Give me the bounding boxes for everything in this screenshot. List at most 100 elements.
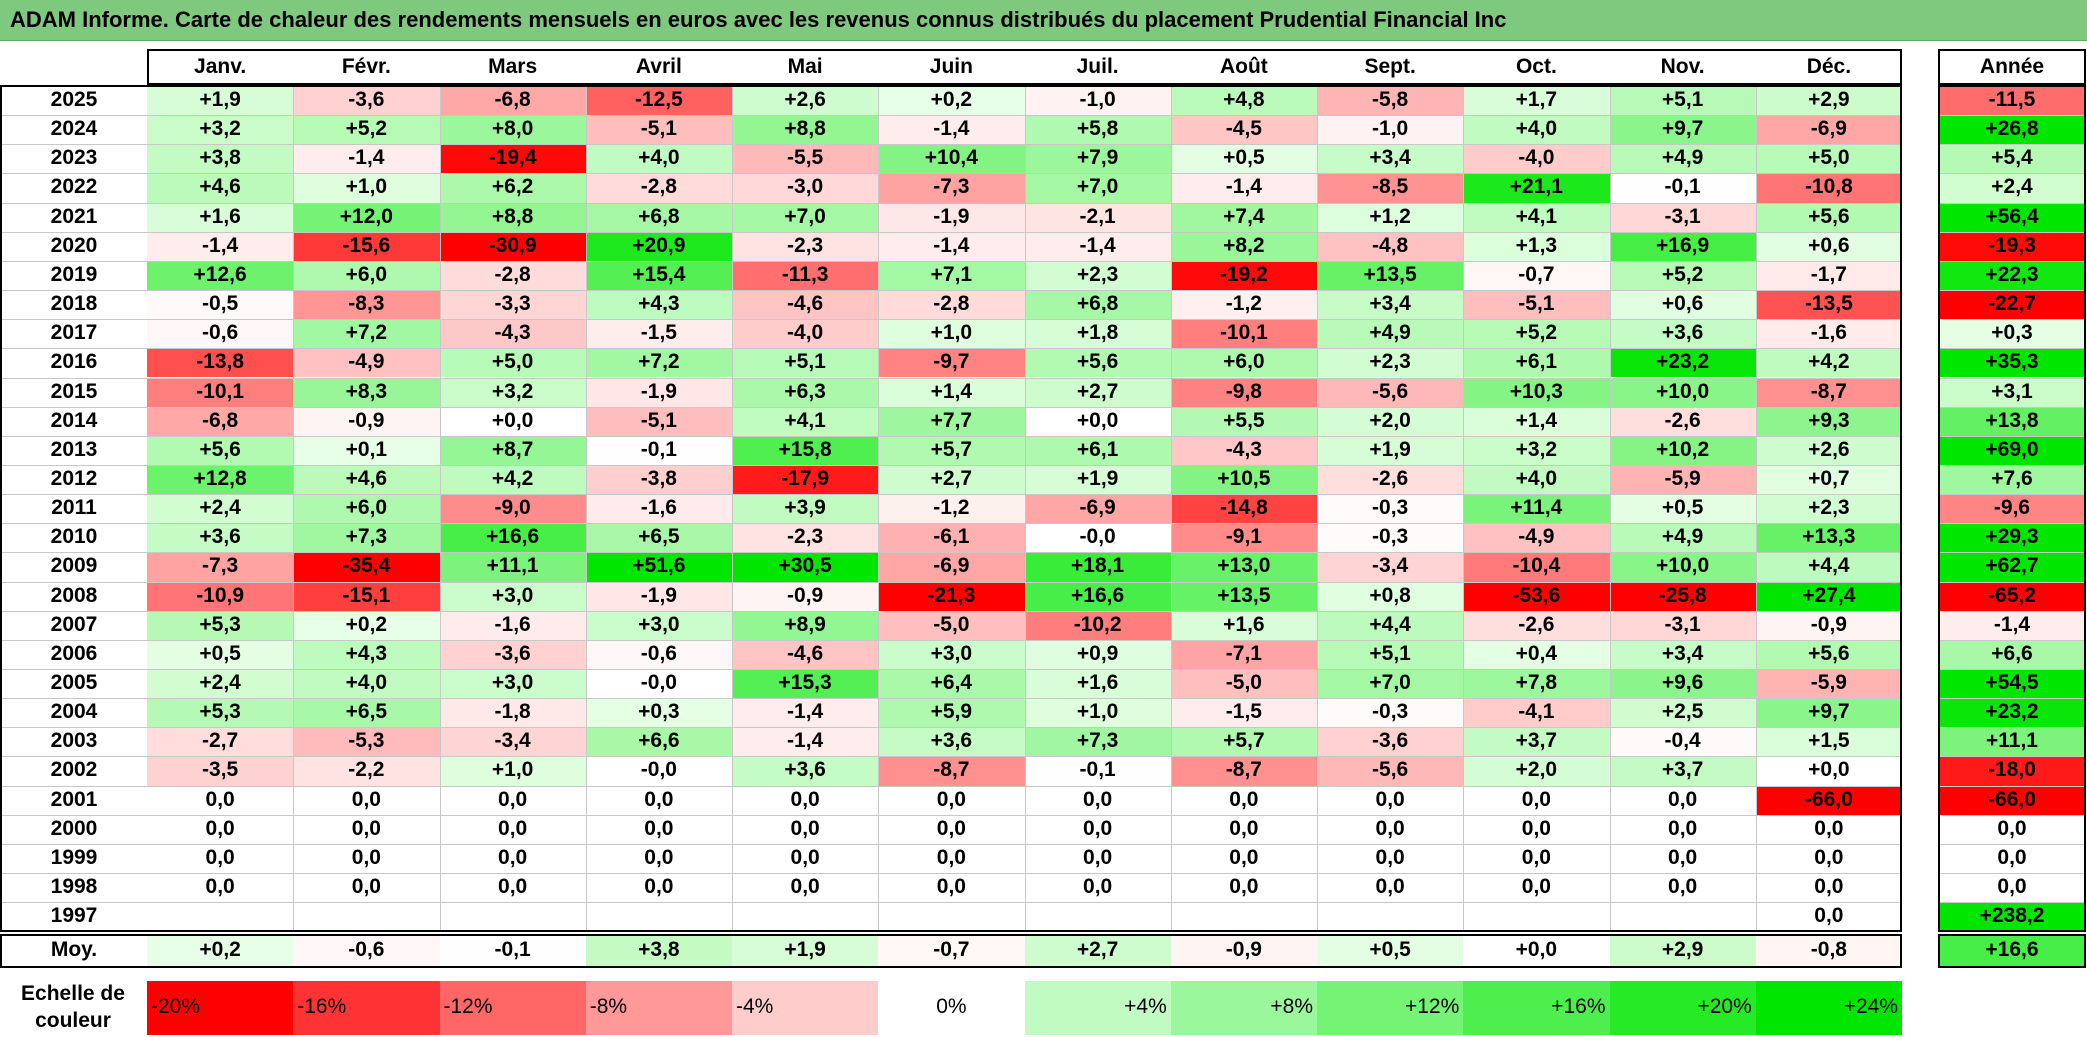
grid-line: [0, 377, 1902, 379]
year-label: 2019: [50, 262, 98, 286]
heatmap-cell: -4,8: [1317, 231, 1464, 261]
annual-cell: -65,2: [1938, 581, 2086, 611]
heatmap-cell: -0,4: [1609, 727, 1756, 757]
grid-line: [1938, 610, 2086, 612]
heatmap-cell: [440, 902, 586, 931]
column-header: Juin: [929, 55, 973, 78]
heatmap-cell: +1,4: [1463, 406, 1610, 436]
column-header: Oct.: [1515, 55, 1557, 78]
heatmap-cell: +0,0: [1024, 406, 1171, 436]
column-header: Févr.: [341, 55, 391, 78]
average-cell: -0,8: [1755, 936, 1902, 966]
grid-line: [0, 86, 1902, 87]
color-scale-swatch: +8%: [1170, 981, 1317, 1035]
heatmap-cell: -10,2: [1024, 610, 1171, 640]
heatmap-cell: +0,9: [1024, 639, 1171, 669]
year-label: 2009: [50, 554, 98, 578]
heatmap-cell: +7,0: [1024, 173, 1171, 203]
grid-line: [1463, 86, 1465, 932]
heatmap-cell: +2,0: [1463, 756, 1610, 786]
heatmap-cell: 0,0: [585, 785, 732, 815]
heatmap-cell: +51,6: [585, 552, 732, 582]
grid-line: [1938, 464, 2086, 466]
heatmap-cell: -3,8: [585, 464, 732, 495]
heatmap-cell: +5,8: [1024, 115, 1171, 145]
year-label: 2023: [50, 146, 98, 170]
grid-line: [1938, 902, 2086, 904]
annual-cell: +54,5: [1938, 669, 2086, 699]
heatmap-cell: +30,5: [732, 552, 879, 582]
heatmap-cell: -3,3: [439, 290, 586, 320]
heatmap-cell: 0,0: [585, 843, 732, 874]
annual-cell: 0,0: [1938, 873, 2086, 903]
heatmap-cell: +10,3: [1463, 377, 1610, 407]
heatmap-cell: -0,7: [1463, 260, 1610, 291]
year-label: 2007: [50, 612, 98, 636]
heatmap-cell: 0,0: [293, 814, 440, 844]
annual-cell: 0,0: [1938, 843, 2086, 874]
annual-cell: 0,0: [1938, 814, 2086, 844]
annual-cell: +62,7: [1938, 552, 2086, 582]
heatmap-cell: +1,0: [1024, 698, 1171, 728]
annual-cell: -18,0: [1938, 756, 2086, 786]
grid-line: [1938, 406, 2086, 408]
heatmap-cell: +4,9: [1609, 144, 1756, 174]
grid-line: [1938, 86, 2086, 87]
heatmap-cell: +6,6: [585, 727, 732, 757]
heatmap-cell: +3,4: [1317, 144, 1464, 174]
heatmap-cell: 0,0: [1609, 873, 1756, 903]
heatmap-cell: 0,0: [1024, 843, 1171, 874]
heatmap-cell: +3,7: [1609, 756, 1756, 786]
heatmap-cell: -1,0: [1317, 115, 1464, 145]
average-cell: +0,5: [1317, 936, 1464, 966]
grid-line: [0, 290, 1902, 292]
heatmap-cell: +0,7: [1755, 464, 1902, 495]
heatmap-cell: 0,0: [878, 814, 1025, 844]
heatmap-cell: +5,1: [732, 348, 879, 378]
heatmap-cell: -5,0: [878, 610, 1025, 640]
heatmap-cell: 0,0: [1170, 843, 1317, 874]
year-label: 2004: [50, 700, 98, 724]
color-scale-swatch: -4%: [732, 981, 879, 1035]
heatmap-cell: -5,9: [1609, 464, 1756, 495]
chart-title: ADAM Informe. Carte de chaleur des rende…: [10, 7, 1507, 32]
heatmap-cell: +2,9: [1755, 86, 1902, 116]
heatmap-cell: -2,8: [585, 173, 732, 203]
heatmap-cell: -2,6: [1463, 610, 1610, 640]
heatmap-cell: 0,0: [147, 785, 294, 815]
heatmap-cell: +3,0: [439, 581, 586, 611]
heatmap-cell: +3,2: [1463, 435, 1610, 465]
grid-line: [1938, 202, 2086, 204]
heatmap-cell: 0,0: [1317, 873, 1464, 903]
heatmap-cell: +5,2: [1609, 260, 1756, 291]
heatmap-cell: +11,4: [1463, 494, 1610, 524]
heatmap-cell: -9,1: [1170, 523, 1317, 553]
heatmap-cell: -2,6: [1609, 406, 1756, 436]
average-cell: +1,9: [732, 936, 879, 966]
grid-line: [0, 931, 1902, 933]
heatmap-cell: +2,5: [1609, 698, 1756, 728]
heatmap-cell: +1,6: [147, 202, 294, 232]
heatmap-cell: +3,9: [732, 494, 879, 524]
grid-line: [1938, 377, 2086, 379]
annual-cell: +5,4: [1938, 144, 2086, 174]
heatmap-cell: 0,0: [1317, 785, 1464, 815]
grid-line: [1938, 494, 2086, 496]
heatmap-cell: -0,9: [732, 581, 879, 611]
year-label: 2001: [50, 787, 98, 811]
annual-cell: +69,0: [1938, 435, 2086, 465]
heatmap-cell: +2,3: [1755, 494, 1902, 524]
grid-line: [0, 873, 1902, 875]
color-scale-swatch: -20%: [147, 981, 294, 1035]
average-cell: -0,1: [439, 936, 586, 966]
heatmap-cell: -1,2: [1170, 290, 1317, 320]
grid-line: [878, 86, 880, 932]
average-cell: +0,0: [1463, 936, 1610, 966]
heatmap-cell: -5,3: [293, 727, 440, 757]
heatmap-cell: -8,7: [878, 756, 1025, 786]
heatmap-cell: +8,3: [293, 377, 440, 407]
heatmap-cell: -1,9: [878, 202, 1025, 232]
grid-line: [1938, 698, 2086, 700]
grid-line: [1938, 639, 2086, 641]
heatmap-cell: +1,7: [1463, 86, 1610, 116]
